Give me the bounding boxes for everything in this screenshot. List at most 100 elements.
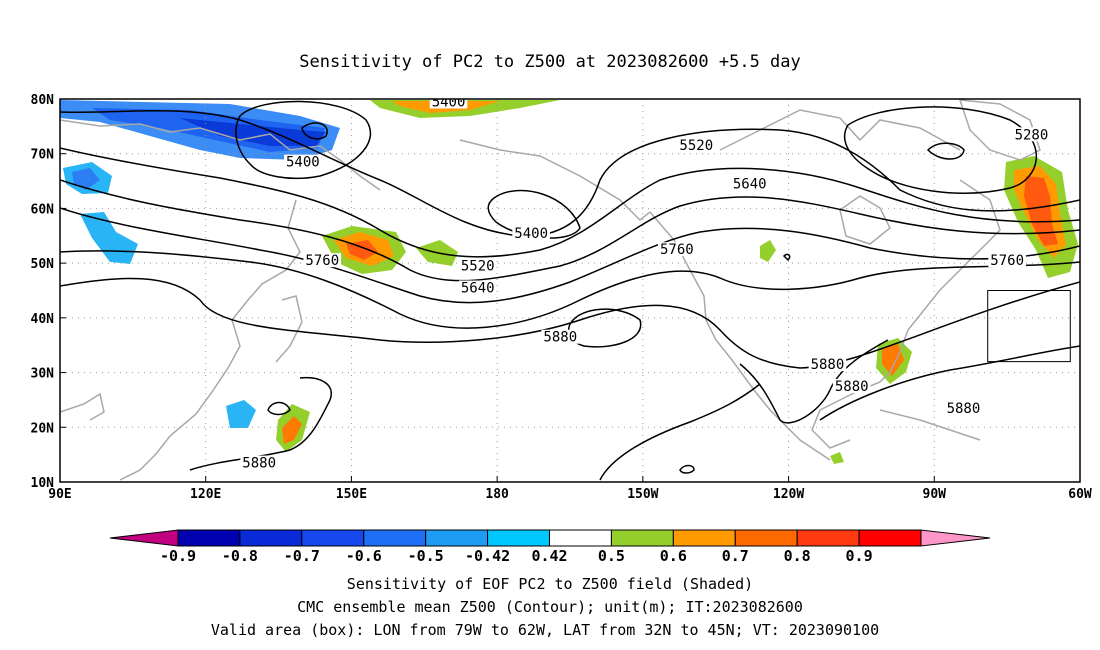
contour-label-bg	[832, 378, 871, 393]
lon-tick-label: 150E	[336, 487, 367, 502]
lon-tick-label: 150W	[627, 487, 658, 502]
lon-tick-label: 180	[485, 487, 509, 502]
coast-greenland	[958, 99, 1041, 161]
positive-shading-gulf-small	[830, 452, 844, 464]
colorbar-box	[487, 529, 551, 547]
grid	[60, 99, 1080, 482]
contour-5400-vortex-inner	[301, 122, 328, 140]
contour-label: 5760	[990, 253, 1024, 269]
contour-label-bg	[808, 357, 847, 372]
contour-label: 5520	[679, 138, 713, 154]
caption-line-2: CMC ensemble mean Z500 (Contour); unit(m…	[297, 598, 803, 616]
colorbar-label: 0.8	[784, 547, 811, 565]
contour-label-bg	[512, 225, 550, 240]
colorbar-box	[672, 529, 736, 547]
contour-label: 5400	[514, 226, 548, 242]
lat-tick-label: 80N	[31, 93, 55, 108]
lon-tick-label: 90E	[48, 487, 71, 502]
negative-shading-tibet	[80, 212, 138, 264]
contour-label-bg	[240, 455, 278, 470]
colorbar-box	[549, 529, 612, 547]
lon-tick-label: 60W	[1068, 487, 1092, 502]
negative-shading-inner	[72, 168, 100, 190]
colorbar-label: -0.5	[408, 547, 444, 565]
lon-tick-label: 120E	[190, 487, 221, 502]
colorbar-label: -0.7	[284, 547, 320, 565]
axis-ticks: 90E 120E 150E 180 150W 120W 90W 60W 80N 70N 60N 50N…	[31, 93, 1092, 502]
contour-5880-wpac	[189, 376, 332, 471]
shading-layer	[60, 100, 1078, 464]
negative-shading-pacific	[226, 400, 256, 428]
contour-5280	[843, 106, 1038, 194]
colorbar-box	[363, 529, 427, 547]
coast-arctic-islands	[719, 109, 961, 151]
contour-label: 5880	[811, 357, 845, 373]
colorbar-box	[177, 529, 241, 547]
lat-tick-label: 10N	[31, 476, 55, 491]
coast-india	[60, 392, 105, 421]
contour-label-bg	[658, 242, 696, 257]
lat-tick-label: 60N	[31, 202, 55, 217]
colorbar-box	[239, 529, 303, 547]
colorbar-box	[858, 529, 922, 547]
colorbar-label: 0.42	[531, 547, 567, 565]
contour-5520	[60, 179, 1080, 282]
lon-tick-label: 120W	[773, 487, 804, 502]
caption-line-3: Valid area (box): LON from 79W to 62W, L…	[211, 621, 879, 639]
contour-label: 5400	[286, 155, 320, 171]
contour-label-bg	[988, 253, 1026, 268]
contour-5280-inner	[926, 142, 965, 160]
contour-label: 5880	[543, 330, 577, 346]
map-panel: 5400 5280 5520 5400 5640 5400 5760 5520 5760 5760…	[60, 94, 1080, 482]
colorbar-label: 0.5	[598, 547, 625, 565]
contour-north-1	[60, 110, 1080, 237]
contour-5880-subtropical-2	[739, 339, 889, 424]
contour-5880-south-2	[819, 345, 1080, 421]
contour-label: 5880	[835, 379, 869, 395]
colorbar-label: 0.7	[722, 547, 749, 565]
lon-tick-label: 90W	[923, 487, 947, 502]
lat-tick-label: 30N	[31, 367, 55, 382]
coastlines	[60, 99, 1041, 481]
contour-5880-south-1	[599, 383, 761, 481]
lat-tick-label: 50N	[31, 257, 55, 272]
colorbar-label: -0.9	[160, 547, 196, 565]
coast-japan	[275, 295, 303, 363]
colorbar-box	[734, 529, 798, 547]
colorbar-label: -0.6	[346, 547, 382, 565]
colorbar-box	[425, 529, 489, 547]
contour-label-bg	[1012, 127, 1051, 142]
contour-label: 5400	[432, 94, 466, 110]
contour-5760	[60, 250, 1080, 329]
contour-5400-vortex	[235, 100, 372, 180]
positive-shading-florida-core	[882, 344, 904, 376]
contour-label-bg	[458, 258, 497, 273]
caption-line-1: Sensitivity of EOF PC2 to Z500 field (Sh…	[347, 575, 753, 593]
contour-label-bg	[303, 253, 342, 268]
contour-5640	[60, 207, 1080, 304]
colorbar-box	[301, 529, 365, 547]
contour-5400-trough	[487, 189, 581, 239]
positive-shading-atlantic-strong	[1024, 176, 1058, 246]
contour-label-bg	[429, 99, 468, 109]
contour-label-bg	[944, 400, 983, 415]
lat-tick-label: 70N	[31, 148, 55, 163]
contour-label: 5760	[660, 242, 694, 258]
contour-label: 5880	[947, 401, 981, 417]
contour-label: 5760	[305, 253, 339, 269]
positive-shading-rockies	[760, 240, 776, 262]
map-frame	[59, 98, 1081, 483]
z500-contours	[60, 100, 1080, 481]
coast-hudson	[839, 195, 891, 245]
colorbar-label: 0.6	[660, 547, 687, 565]
contour-label: 5640	[461, 281, 495, 297]
contour-north-2	[60, 147, 1080, 258]
lat-tick-label: 40N	[31, 312, 55, 327]
contour-label-bg	[677, 138, 716, 153]
coast-alaska	[459, 139, 651, 222]
positive-shading-west-pacific-core	[282, 416, 302, 444]
colorbar-label: -0.42	[465, 547, 510, 565]
coast-asia-east	[119, 199, 301, 481]
chart-title: Sensitivity of PC2 to Z500 at 2023082600…	[299, 52, 801, 72]
